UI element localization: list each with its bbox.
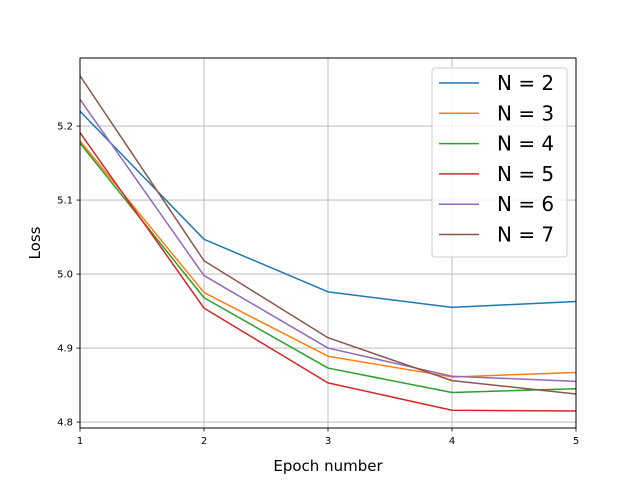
series-lines: [79, 75, 577, 412]
legend-entry: N = 2: [497, 71, 554, 95]
legend-entry: N = 7: [497, 223, 554, 247]
x-tick-label: 4: [449, 436, 455, 447]
series-line-1: [79, 110, 577, 309]
legend-entry: N = 4: [497, 132, 554, 156]
axis-ticks: 1 2 3 4 5 4.8 4.9 5.0 5.1 5.2: [57, 122, 579, 447]
y-tick-label: 4.9: [57, 344, 73, 355]
legend: N = 2 N = 3 N = 4 N = 5 N = 6 N = 7: [431, 67, 568, 258]
legend-entry: N = 3: [497, 101, 554, 125]
x-tick-label: 1: [77, 436, 83, 447]
series-line-4: [79, 132, 577, 412]
y-tick-label: 4.8: [57, 418, 73, 429]
x-tick-label: 3: [325, 436, 331, 447]
x-axis-label: Epoch number: [273, 457, 383, 475]
y-tick-label: 5.1: [57, 196, 73, 207]
series-line-3: [79, 142, 577, 394]
series-line-2: [79, 140, 577, 378]
x-tick-label: 2: [201, 436, 207, 447]
y-axis-label: Loss: [26, 226, 44, 259]
series-line-5: [79, 99, 577, 383]
legend-entry: N = 5: [497, 162, 554, 186]
legend-entry: N = 6: [497, 192, 554, 216]
y-tick-label: 5.2: [57, 122, 73, 133]
x-tick-label: 5: [573, 436, 579, 447]
legend-box: [431, 67, 568, 258]
y-tick-label: 5.0: [57, 270, 73, 281]
series-line-6: [79, 75, 577, 395]
